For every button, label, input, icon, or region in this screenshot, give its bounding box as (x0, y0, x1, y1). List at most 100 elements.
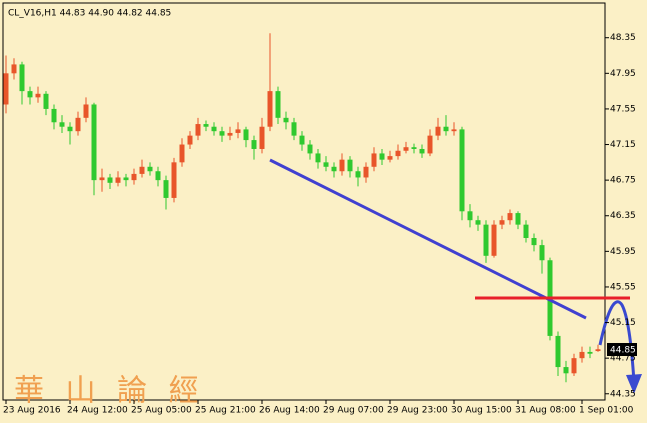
candle-body (515, 213, 521, 225)
candle-body (251, 140, 257, 149)
candle-body (83, 104, 89, 118)
candle-body (379, 153, 385, 160)
x-tick-label: 30 Aug 15:00 (451, 406, 512, 416)
y-tick-label: 47.15 (610, 140, 636, 150)
candle-body (363, 166, 369, 178)
arrow-head (626, 374, 642, 394)
x-tick-label: 1 Sep 01:00 (579, 406, 634, 416)
candle-body (43, 93, 49, 109)
candle-body (243, 129, 249, 141)
y-tick-label: 45.15 (610, 318, 636, 328)
candle-body (187, 135, 193, 145)
candle-body (395, 150, 401, 157)
candle-body (99, 177, 105, 181)
price-box (607, 343, 637, 356)
candle-body (67, 126, 73, 132)
y-tick-label: 46.35 (610, 211, 636, 221)
x-tick-label: 25 Aug 21:00 (195, 406, 256, 416)
candle-body (315, 153, 321, 163)
candle-body (171, 162, 177, 198)
candle-body (563, 367, 569, 374)
y-tick-label: 44.35 (610, 389, 636, 399)
candle-body (3, 73, 9, 105)
candle-body (227, 132, 233, 136)
candle-body (203, 124, 209, 127)
candle-body (291, 122, 297, 136)
candle-body (299, 135, 305, 145)
candle-body (91, 104, 97, 181)
candle-body (139, 166, 145, 174)
candle-body (19, 64, 25, 92)
candle-body (27, 91, 33, 98)
price-label: 44.85 (610, 346, 636, 356)
candle-body (267, 91, 273, 127)
candle-body (387, 156, 393, 160)
y-tick-label: 47.95 (610, 69, 636, 79)
x-tick-label: 29 Aug 23:00 (387, 406, 448, 416)
y-tick-label: 44.75 (610, 354, 636, 364)
y-tick-label: 45.95 (610, 247, 636, 257)
candle-body (35, 93, 41, 98)
candle-body (411, 147, 417, 149)
candle-body (235, 129, 241, 133)
candle-body (59, 122, 65, 127)
candle-body (483, 224, 489, 256)
y-tick-label: 45.55 (610, 282, 636, 292)
x-tick-label: 26 Aug 14:00 (259, 406, 320, 416)
candle-body (115, 177, 121, 183)
y-tick-label: 46.75 (610, 176, 636, 186)
x-tick-label: 29 Aug 07:00 (323, 406, 384, 416)
candle-body (307, 144, 313, 154)
candle-body (211, 126, 217, 132)
candle-body (467, 211, 473, 221)
candle-body (491, 224, 497, 256)
trend-line (269, 158, 587, 320)
candle-body (507, 213, 513, 221)
x-tick-label: 25 Aug 05:00 (131, 406, 192, 416)
candle-body (323, 162, 329, 167)
x-tick-label: 31 Aug 08:00 (515, 406, 576, 416)
candle-body (539, 245, 545, 261)
candle-body (419, 148, 425, 154)
candle-body (339, 159, 345, 172)
candle-body (579, 351, 585, 359)
candle-body (107, 177, 113, 183)
candle-body (123, 177, 129, 181)
candle-body (475, 220, 481, 225)
candle-body (451, 129, 457, 132)
watermark: 華 山 論 經 (14, 374, 205, 409)
x-tick-label: 23 Aug 2016 (3, 406, 61, 416)
candle-body (275, 91, 281, 118)
candle-body (355, 171, 361, 178)
candle-body (571, 358, 577, 374)
candle-body (459, 129, 465, 212)
candle-body (555, 335, 561, 368)
candle-body (219, 131, 225, 136)
candle-body (531, 237, 537, 246)
candle-body (427, 135, 433, 154)
candle-body (331, 166, 337, 172)
plot-frame (2, 2, 606, 401)
candle-body (443, 126, 449, 132)
candle-body (11, 64, 17, 74)
candle-body (75, 117, 81, 132)
candle-body (435, 126, 441, 136)
candle-body (371, 153, 377, 167)
candle-body (283, 117, 289, 123)
chart-title: CL_V16,H1 44.83 44.90 44.82 44.85 (8, 9, 171, 19)
candle-body (499, 220, 505, 225)
candle-body (587, 351, 593, 354)
x-tick-label: 24 Aug 12:00 (67, 406, 128, 416)
candle-body (403, 147, 409, 151)
candle-body (51, 108, 57, 123)
candle-body (595, 349, 601, 352)
y-tick-label: 48.35 (610, 33, 636, 43)
candle-body (155, 171, 161, 181)
candle-body (195, 124, 201, 136)
candle-body (347, 159, 353, 172)
candle-body (147, 166, 153, 172)
candle-body (259, 126, 265, 149)
candle-body (131, 173, 137, 181)
